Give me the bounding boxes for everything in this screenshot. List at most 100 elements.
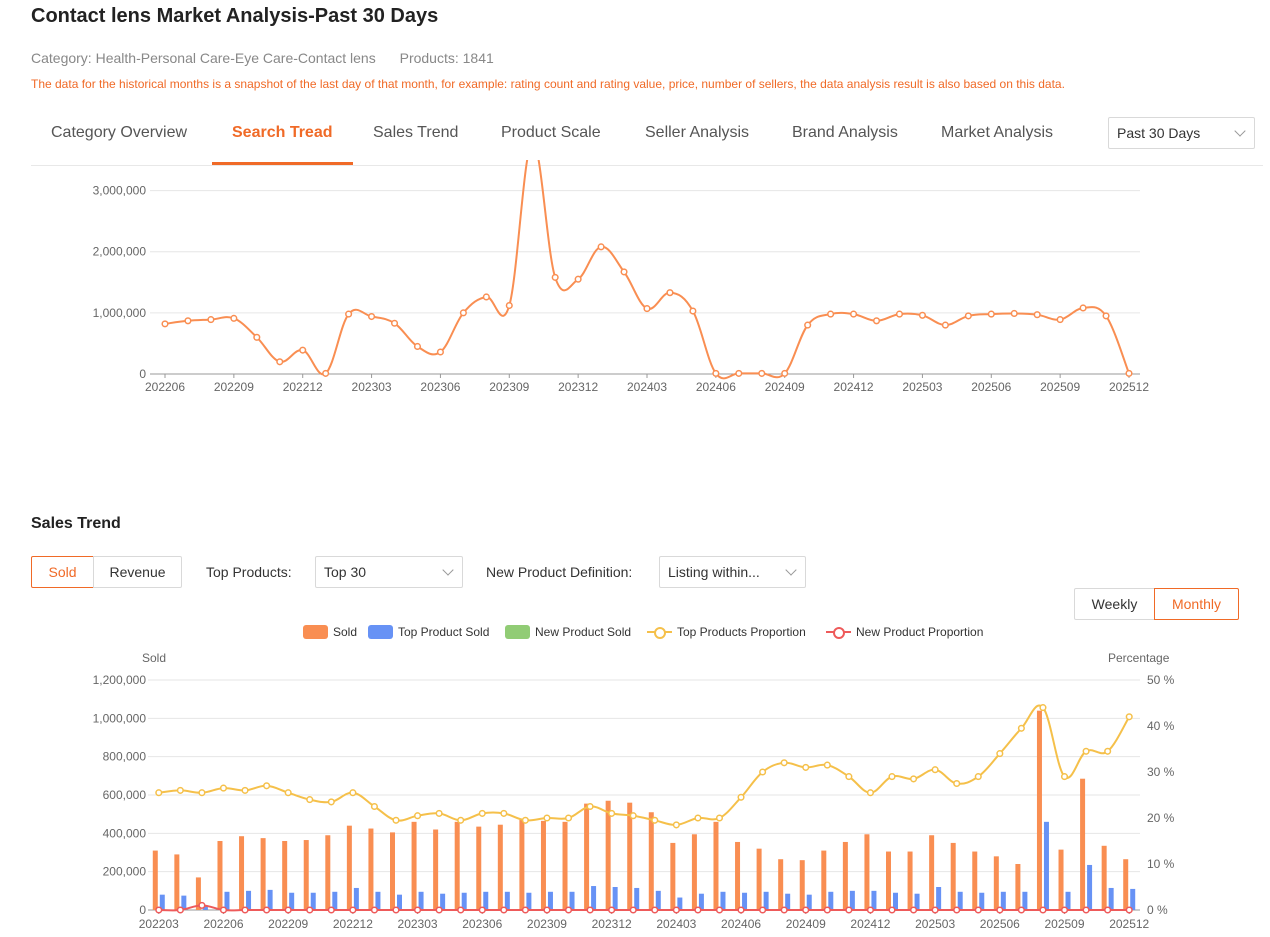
sold-bar bbox=[540, 820, 546, 910]
sold-bar bbox=[411, 821, 417, 910]
top-product-sold-bar bbox=[1022, 891, 1028, 910]
data-point bbox=[827, 310, 835, 318]
data-point bbox=[758, 369, 766, 377]
legend-top-sold-swatch bbox=[368, 625, 393, 639]
data-point bbox=[1010, 309, 1018, 318]
top-products-proportion-point bbox=[155, 789, 163, 797]
top-products-select[interactable]: Top 30 bbox=[315, 556, 463, 588]
new-product-proportion-point bbox=[370, 906, 378, 914]
x-tick-label: 202509 bbox=[1044, 917, 1084, 931]
monthly-button[interactable]: Monthly bbox=[1154, 588, 1239, 620]
x-tick-label: 202212 bbox=[283, 380, 323, 394]
top-products-proportion-point bbox=[823, 761, 831, 769]
revenue-toggle-button[interactable]: Revenue bbox=[93, 556, 182, 588]
sold-bar bbox=[735, 841, 741, 910]
tab-category-overview[interactable]: Category Overview bbox=[51, 124, 188, 141]
data-point bbox=[964, 312, 972, 320]
x-tick-label: 202512 bbox=[1109, 917, 1149, 931]
data-point bbox=[551, 273, 559, 281]
y-right-tick-label: 40 % bbox=[1147, 719, 1175, 733]
sold-bar bbox=[368, 828, 374, 910]
y-tick-label: 2,000,000 bbox=[93, 245, 147, 259]
top-products-proportion-point bbox=[845, 773, 853, 781]
new-product-proportion-point bbox=[737, 906, 745, 914]
search-volume-line bbox=[164, 160, 1130, 380]
new-product-proportion-point bbox=[672, 906, 680, 914]
top-products-proportion-point bbox=[370, 802, 378, 811]
legend-new-product-proportion[interactable]: New Product Proportion bbox=[826, 622, 983, 642]
x-tick-label: 202303 bbox=[352, 380, 392, 394]
tab-search-tread[interactable]: Search Tread bbox=[212, 112, 353, 165]
top-products-proportion-point bbox=[910, 775, 918, 783]
sold-bar bbox=[346, 825, 352, 910]
sold-bar bbox=[1058, 849, 1064, 910]
data-point bbox=[918, 311, 926, 319]
new-product-proportion-point bbox=[1039, 906, 1047, 914]
x-tick-label: 202306 bbox=[420, 380, 460, 394]
x-tick-label: 202309 bbox=[489, 380, 529, 394]
legend-top-product-sold[interactable]: Top Product Sold bbox=[368, 622, 489, 642]
top-products-proportion-point bbox=[241, 786, 249, 794]
top-products-proportion-point bbox=[1082, 747, 1090, 755]
new-product-proportion-point bbox=[478, 906, 486, 914]
top-products-proportion-point bbox=[500, 809, 508, 817]
tab-brand-analysis[interactable]: Brand Analysis bbox=[792, 124, 898, 141]
new-product-definition-select[interactable]: Listing within... bbox=[659, 556, 806, 588]
top-product-sold-bar bbox=[849, 890, 855, 910]
top-product-sold-bar bbox=[1130, 888, 1136, 910]
data-point bbox=[368, 312, 376, 321]
sold-bar bbox=[842, 841, 848, 910]
sold-toggle-button[interactable]: Sold bbox=[31, 556, 94, 588]
top-product-sold-bar bbox=[353, 887, 359, 910]
period-select[interactable]: Past 30 Days bbox=[1108, 117, 1255, 149]
data-point bbox=[436, 348, 444, 356]
y-right-tick-label: 20 % bbox=[1147, 811, 1175, 825]
sold-bar bbox=[778, 859, 784, 910]
data-point bbox=[322, 369, 330, 377]
top-products-proportion-point bbox=[521, 816, 529, 824]
legend-new-sold-label: New Product Sold bbox=[535, 625, 632, 639]
sold-bar bbox=[864, 834, 870, 910]
top-products-proportion-point bbox=[1060, 773, 1069, 781]
x-tick-label: 202309 bbox=[527, 917, 567, 931]
legend-top-products-proportion[interactable]: Top Products Proportion bbox=[647, 622, 806, 642]
top-products-proportion-point bbox=[694, 814, 702, 822]
weekly-button[interactable]: Weekly bbox=[1074, 588, 1155, 620]
top-product-sold-bar bbox=[655, 890, 661, 910]
tab-seller-analysis[interactable]: Seller Analysis bbox=[645, 124, 750, 141]
new-product-proportion-point bbox=[564, 906, 573, 914]
sales-trend-chart: 0 200,000 400,000 600,000 800,000 1,000,000 1,… bbox=[93, 673, 1175, 931]
top-products-proportion-point bbox=[608, 809, 616, 817]
legend-sold[interactable]: Sold bbox=[303, 622, 357, 642]
new-product-proportion-point bbox=[198, 901, 206, 909]
data-point bbox=[689, 307, 697, 315]
top-product-sold-bar bbox=[547, 891, 553, 910]
y-tick-label: 0 bbox=[139, 367, 146, 381]
top-products-proportion-point bbox=[651, 816, 659, 824]
top-product-sold-bar bbox=[418, 891, 424, 910]
top-products-proportion-point bbox=[284, 789, 292, 797]
sold-bar bbox=[562, 821, 568, 910]
sold-bar bbox=[454, 821, 460, 910]
new-product-proportion-point bbox=[155, 906, 163, 914]
data-point bbox=[505, 301, 513, 310]
sold-bar bbox=[519, 819, 525, 910]
tab-market-analysis[interactable]: Market Analysis bbox=[941, 124, 1054, 141]
data-point bbox=[1056, 316, 1064, 324]
new-product-proportion-point bbox=[176, 906, 184, 914]
data-point bbox=[413, 342, 422, 351]
data-point bbox=[666, 289, 674, 297]
data-point bbox=[1102, 312, 1110, 320]
top-product-sold-bar bbox=[893, 892, 898, 910]
data-point bbox=[643, 305, 651, 313]
top-products-proportion-point bbox=[349, 789, 357, 797]
chevron-down-icon bbox=[1234, 125, 1246, 137]
tab-product-scale[interactable]: Product Scale bbox=[501, 124, 601, 141]
top-product-sold-bar bbox=[224, 891, 230, 910]
legend-new-product-sold[interactable]: New Product Sold bbox=[505, 622, 631, 642]
top-product-sold-bar bbox=[289, 892, 295, 910]
top-products-proportion-point bbox=[996, 750, 1004, 758]
tab-sales-trend[interactable]: Sales Trend bbox=[373, 124, 459, 141]
x-tick-label: 202406 bbox=[721, 917, 761, 931]
top-product-sold-bar bbox=[461, 892, 467, 910]
